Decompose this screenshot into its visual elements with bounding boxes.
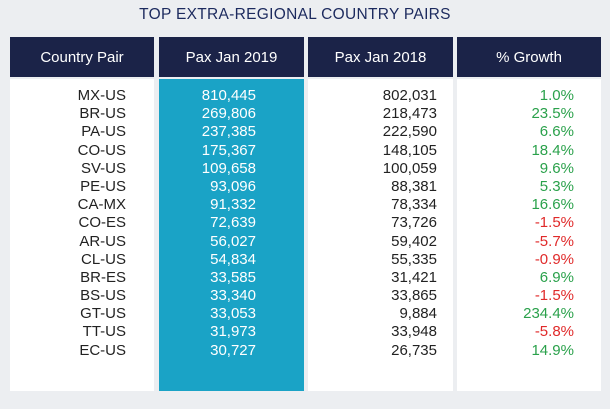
table-title: TOP EXTRA-REGIONAL COUNTRY PAIRS — [139, 6, 451, 23]
column-pax-2019: Pax Jan 2019 810,445 269,806 237,385 175,36… — [159, 37, 304, 391]
cell-country-pair: EC-US — [79, 341, 126, 359]
cell-pax-2018: 802,031 — [382, 87, 437, 104]
cell-pax-2018: 148,105 — [382, 141, 437, 159]
cell-country-pair: GT-US — [80, 305, 126, 323]
cell-growth: 14.9% — [531, 341, 574, 359]
cell-pax-2018: 33,948 — [391, 323, 437, 341]
cell-country-pair: CA-MX — [77, 196, 126, 214]
cell-growth: 9.6% — [539, 159, 574, 177]
cell-pax-2018: 78,334 — [391, 196, 437, 214]
column-growth: % Growth 1.0% 23.5% 6.6% 18.4% 9.6% 5.3% 16.6%… — [457, 37, 601, 391]
header-pax-2019: Pax Jan 2019 — [159, 37, 304, 77]
cell-pax-2018: 218,473 — [382, 105, 437, 123]
cell-pax-2018: 73,726 — [391, 214, 437, 232]
cell-country-pair: PA-US — [81, 123, 126, 141]
cell-pax-2018: 31,421 — [391, 268, 437, 286]
cell-pax-2019: 30,727 — [210, 341, 256, 359]
cell-pax-2018: 9,884 — [399, 305, 437, 323]
cell-pax-2019: 91,332 — [210, 196, 256, 214]
cell-country-pair: CL-US — [80, 250, 126, 268]
cell-country-pair: SV-US — [80, 159, 126, 177]
cell-pax-2019: 109,658 — [201, 159, 256, 177]
column-body-country-pair: MX-US BR-US PA-US CO-US SV-US PE-US CA-MX CO-ES… — [10, 79, 154, 391]
cell-country-pair: TT-US — [82, 323, 126, 341]
cell-growth: 18.4% — [531, 141, 574, 159]
cell-growth: -1.5% — [534, 287, 574, 305]
cell-growth: -5.7% — [534, 232, 574, 250]
cell-growth: 6.9% — [539, 268, 574, 286]
cell-pax-2019: 56,027 — [210, 232, 256, 250]
header-country-pair: Country Pair — [10, 37, 154, 77]
column-body-growth: 1.0% 23.5% 6.6% 18.4% 9.6% 5.3% 16.6% -1.5% -5.7… — [457, 79, 601, 391]
cell-pax-2018: 222,590 — [382, 123, 437, 141]
cell-growth: -0.9% — [534, 250, 574, 268]
cell-growth: 6.6% — [539, 123, 574, 141]
cell-growth: 16.6% — [531, 196, 574, 214]
cell-pax-2019: 33,053 — [210, 305, 256, 323]
column-country-pair: Country Pair MX-US BR-US PA-US CO-US SV-US PE… — [10, 37, 154, 391]
cell-growth: 23.5% — [531, 105, 574, 123]
cell-country-pair: BS-US — [80, 287, 126, 305]
cell-growth: -5.8% — [534, 323, 574, 341]
cell-growth: 5.3% — [539, 177, 574, 195]
cell-country-pair: CO-US — [77, 141, 126, 159]
column-pax-2018: Pax Jan 2018 802,031 218,473 222,590 148,10… — [308, 37, 453, 391]
cell-pax-2018: 26,735 — [391, 341, 437, 359]
cell-pax-2019: 54,834 — [210, 250, 256, 268]
header-growth: % Growth — [457, 37, 601, 77]
cell-pax-2019: 237,385 — [201, 123, 256, 141]
cell-pax-2018: 33,865 — [391, 287, 437, 305]
cell-pax-2018: 88,381 — [391, 177, 437, 195]
cell-country-pair: AR-US — [79, 232, 126, 250]
header-pax-2018: Pax Jan 2018 — [308, 37, 453, 77]
cell-pax-2018: 59,402 — [391, 232, 437, 250]
cell-country-pair: CO-ES — [78, 214, 126, 232]
cell-country-pair: PE-US — [80, 177, 126, 195]
cell-pax-2019: 31,973 — [210, 323, 256, 341]
cell-pax-2019: 175,367 — [201, 141, 256, 159]
cell-country-pair: BR-US — [79, 105, 126, 123]
cell-growth: 234.4% — [523, 305, 574, 323]
cell-growth: -1.5% — [534, 214, 574, 232]
column-body-pax-2019: 810,445 269,806 237,385 175,367 109,658 93,09… — [159, 79, 304, 391]
cell-pax-2018: 55,335 — [391, 250, 437, 268]
cell-pax-2019: 33,340 — [210, 287, 256, 305]
cell-growth: 1.0% — [539, 87, 574, 104]
cell-pax-2019: 72,639 — [210, 214, 256, 232]
cell-pax-2018: 100,059 — [382, 159, 437, 177]
cell-country-pair: BR-ES — [80, 268, 126, 286]
cell-pax-2019: 93,096 — [210, 177, 256, 195]
column-body-pax-2018: 802,031 218,473 222,590 148,105 100,059 88,38… — [308, 79, 453, 391]
cell-country-pair: MX-US — [77, 87, 126, 104]
cell-pax-2019: 810,445 — [201, 87, 256, 104]
cell-pax-2019: 33,585 — [210, 268, 256, 286]
cell-pax-2019: 269,806 — [201, 105, 256, 123]
